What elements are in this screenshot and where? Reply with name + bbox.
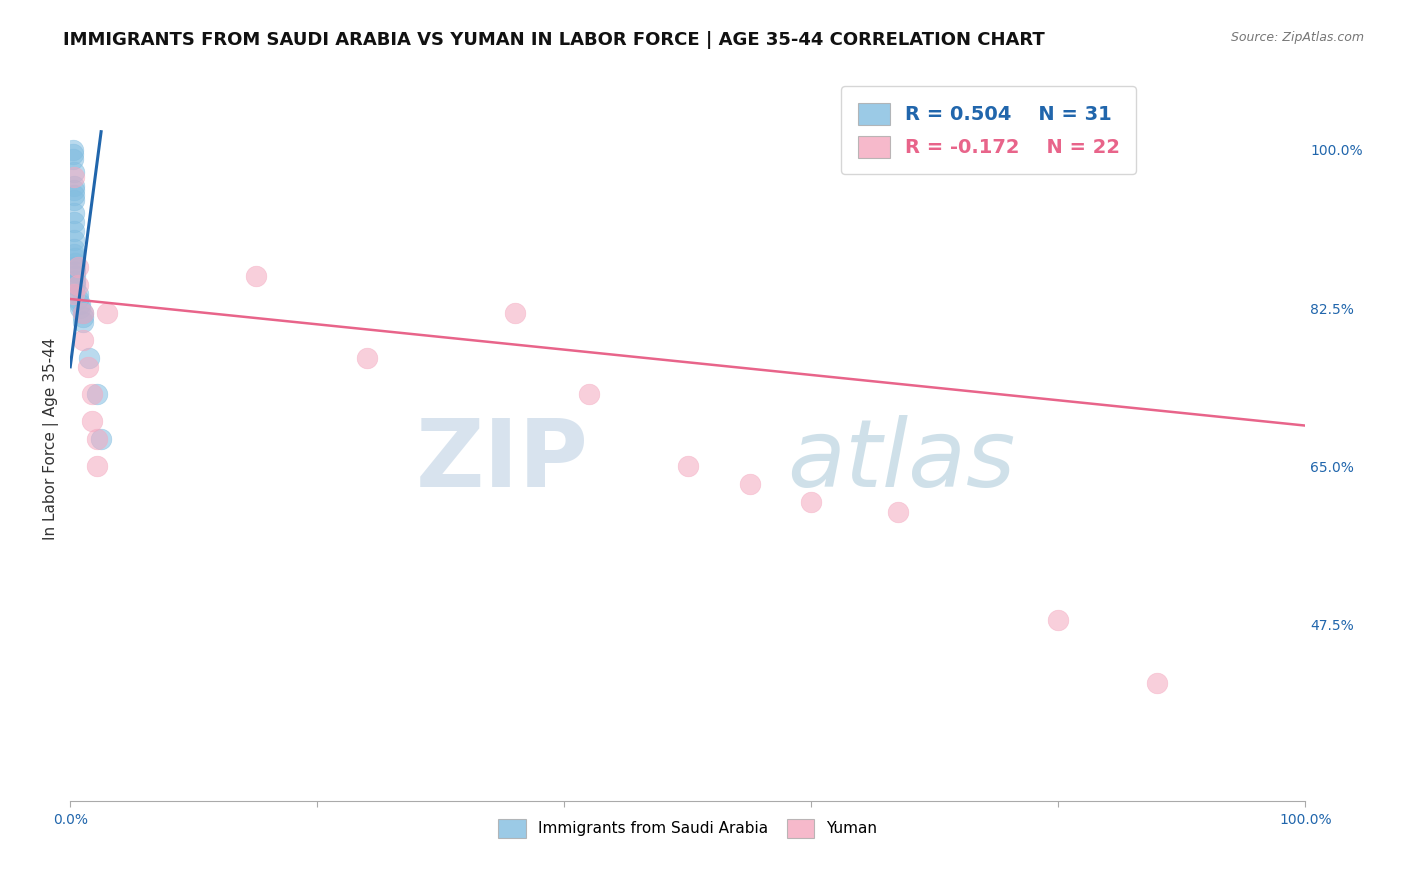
Point: [63, 165, 86, 179]
Point: [63, 178, 86, 193]
Point: [77, 351, 100, 365]
Text: IMMIGRANTS FROM SAUDI ARABIA VS YUMAN IN LABOR FORCE | AGE 35-44 CORRELATION CHA: IMMIGRANTS FROM SAUDI ARABIA VS YUMAN IN…: [63, 31, 1045, 49]
Point: [62, 152, 84, 166]
Point: [63, 215, 86, 229]
Point: [72, 305, 94, 319]
Point: [63, 252, 86, 266]
Point: [63, 260, 86, 275]
Legend: Immigrants from Saudi Arabia, Yuman: Immigrants from Saudi Arabia, Yuman: [492, 813, 883, 844]
Point: [72, 315, 94, 329]
Point: [63, 265, 86, 279]
Text: ZIP: ZIP: [416, 415, 589, 507]
Point: [66, 260, 89, 275]
Point: [63, 184, 86, 198]
Point: [738, 477, 761, 491]
Point: [63, 278, 86, 293]
Point: [96, 305, 118, 319]
Text: Source: ZipAtlas.com: Source: ZipAtlas.com: [1230, 31, 1364, 45]
Point: [69, 296, 91, 310]
Point: [887, 504, 910, 518]
Point: [356, 351, 378, 365]
Point: [72, 305, 94, 319]
Point: [82, 387, 104, 401]
Point: [62, 147, 84, 161]
Point: [63, 242, 86, 256]
Point: [62, 143, 84, 157]
Point: [63, 233, 86, 247]
Point: [63, 287, 86, 301]
Point: [63, 256, 86, 270]
Point: [86, 459, 108, 474]
Point: [245, 269, 267, 284]
Text: atlas: atlas: [786, 416, 1015, 507]
Point: [72, 310, 94, 324]
Point: [69, 301, 91, 315]
Point: [63, 206, 86, 220]
Point: [1146, 676, 1168, 690]
Point: [90, 432, 112, 446]
Y-axis label: In Labor Force | Age 35-44: In Labor Force | Age 35-44: [44, 338, 59, 541]
Point: [72, 333, 94, 347]
Point: [66, 287, 89, 301]
Point: [63, 274, 86, 288]
Point: [66, 278, 89, 293]
Point: [63, 247, 86, 261]
Point: [76, 359, 98, 374]
Point: [503, 305, 526, 319]
Point: [82, 414, 104, 428]
Point: [86, 387, 108, 401]
Point: [1047, 613, 1070, 627]
Point: [578, 387, 600, 401]
Point: [63, 169, 86, 184]
Point: [676, 459, 699, 474]
Point: [86, 432, 108, 446]
Point: [63, 188, 86, 202]
Point: [800, 495, 823, 509]
Point: [66, 292, 89, 306]
Point: [63, 224, 86, 238]
Point: [63, 193, 86, 207]
Point: [63, 269, 86, 284]
